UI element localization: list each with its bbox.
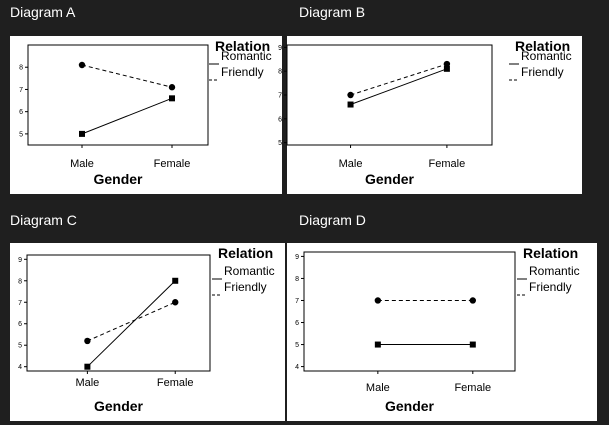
diagram-c-y-tick-label: 8: [18, 278, 22, 285]
diagram-b-y-tick-label: 5: [278, 140, 282, 147]
diagram-c-y-tick-label: 9: [18, 257, 22, 264]
diagram-d-legend-item: Romantic: [529, 264, 580, 278]
diagram-a-panel: 5 6 7 8 Male Female Gender Relation Romantic Frie…: [10, 36, 282, 194]
diagram-c-y-tick-label: 7: [18, 300, 22, 307]
diagram-b-legend-title: Relation: [515, 38, 570, 54]
diagram-b-x-axis-title: Gender: [365, 171, 415, 187]
diagram-c-panel: 4 5 6 7 8 9 Male Female Gender Relation Romantic Fr…: [10, 243, 285, 421]
diagram-c-y-tick-label: 6: [18, 321, 22, 328]
diagram-d-y-tick-label: 5: [295, 342, 299, 349]
diagram-c-series-friendly-point: [84, 337, 91, 345]
diagram-d-y-tick-label: 8: [295, 276, 299, 283]
diagram-d-series-romantic-point: [374, 341, 381, 348]
diagram-d-series-friendly-point: [374, 297, 382, 304]
diagram-d-series-friendly-point: [469, 297, 476, 304]
diagram-b-y-tick-label: 7: [278, 93, 282, 100]
diagram-c-series-friendly-point: [172, 299, 179, 306]
diagram-b-caption: Diagram B: [299, 4, 366, 20]
diagram-b-series-romantic-line: [350, 68, 448, 105]
diagram-c-y-tick-label: 5: [18, 343, 22, 350]
diagram-d-plot-frame: [303, 251, 516, 372]
diagram-d-caption: Diagram D: [299, 212, 366, 228]
diagram-c-x-tick-label: Male: [75, 377, 99, 389]
diagram-c-caption: Diagram C: [10, 212, 77, 228]
diagram-b-y-tick-label: 9: [278, 45, 282, 52]
diagram-a-plot-frame: [27, 44, 209, 146]
diagram-d-x-tick-label: Female: [454, 382, 491, 394]
diagram-d-chart: 4 5 6 7 8 9 Male Female Gender Relation Romantic Fr…: [295, 245, 580, 414]
diagram-c-chart: 4 5 6 7 8 9 Male Female Gender Relation Romantic Fr…: [18, 245, 275, 414]
diagram-a-series-friendly-point: [78, 61, 86, 69]
diagram-a-series-romantic-line: [81, 97, 173, 135]
diagram-d-y-tick-label: 4: [295, 364, 299, 371]
diagram-d-panel: 4 5 6 7 8 9 Male Female Gender Relation Romantic Fr…: [287, 243, 597, 421]
diagram-b-legend-item: Romantic: [521, 49, 572, 63]
diagram-a-legend-item: Romantic: [221, 49, 272, 63]
diagram-a-y-tick-label: 5: [19, 131, 23, 138]
diagram-d-legend-title: Relation: [523, 245, 578, 261]
diagram-b-x-tick-label: Female: [429, 158, 466, 170]
diagram-d-y-tick-label: 9: [295, 254, 299, 261]
diagram-a-series-friendly-point: [168, 84, 176, 91]
diagram-c-series-friendly-line: [87, 301, 176, 342]
diagram-a-y-tick-label: 7: [19, 87, 23, 94]
diagram-b-legend-item: Friendly: [521, 65, 564, 79]
diagram-b-x-tick-label: Male: [339, 158, 363, 170]
diagram-a-x-axis-title: Gender: [93, 171, 143, 187]
diagram-a-series-romantic-point: [79, 130, 85, 137]
diagram-c-x-tick-label: Female: [157, 377, 194, 389]
diagram-c-series-romantic-line: [87, 280, 176, 368]
diagram-a-x-tick-label: Female: [154, 158, 191, 170]
diagram-a-x-tick-label: Male: [70, 158, 94, 170]
diagram-c-legend-item: Romantic: [224, 264, 275, 278]
diagram-b-series-romantic-point: [347, 101, 354, 108]
diagram-a-caption: Diagram A: [10, 4, 76, 20]
diagram-d-legend-item: Friendly: [529, 280, 572, 294]
diagram-a-series-romantic-point: [169, 95, 175, 102]
diagram-d-x-axis-title: Gender: [385, 398, 435, 414]
diagram-d-series-romantic-point: [469, 341, 476, 348]
diagram-c-plot-frame: [26, 254, 211, 372]
diagram-c-legend-item: Friendly: [224, 280, 267, 294]
diagram-a-legend-title: Relation: [215, 38, 270, 54]
diagram-a-legend-item: Friendly: [221, 65, 264, 79]
diagram-d-y-tick-label: 7: [295, 298, 299, 305]
diagram-c-series-romantic-point: [84, 363, 91, 370]
diagram-b-series-friendly-line: [350, 63, 448, 96]
diagram-c-legend-title: Relation: [218, 245, 273, 261]
diagram-d-x-tick-label: Male: [366, 382, 390, 394]
diagram-a-y-tick-label: 8: [19, 65, 23, 72]
diagram-c-x-axis-title: Gender: [94, 398, 144, 414]
diagram-b-y-tick-label: 6: [278, 116, 282, 123]
diagram-d-y-tick-label: 6: [295, 320, 299, 327]
diagram-a-series-friendly-line: [81, 64, 173, 88]
diagram-b-y-tick-label: 8: [278, 69, 282, 76]
diagram-a-y-tick-label: 6: [19, 109, 23, 116]
diagram-c-y-tick-label: 4: [18, 364, 22, 371]
diagram-b-series-romantic-point: [443, 65, 450, 72]
diagram-b-series-friendly-point: [443, 60, 451, 68]
diagram-b-plot-frame: [286, 44, 493, 146]
diagram-b-panel: 5 6 7 8 9 Male Female Gender Relation Romantic Fri…: [278, 36, 582, 194]
diagram-c-series-romantic-point: [172, 277, 179, 284]
diagram-b-series-friendly-point: [347, 91, 354, 99]
